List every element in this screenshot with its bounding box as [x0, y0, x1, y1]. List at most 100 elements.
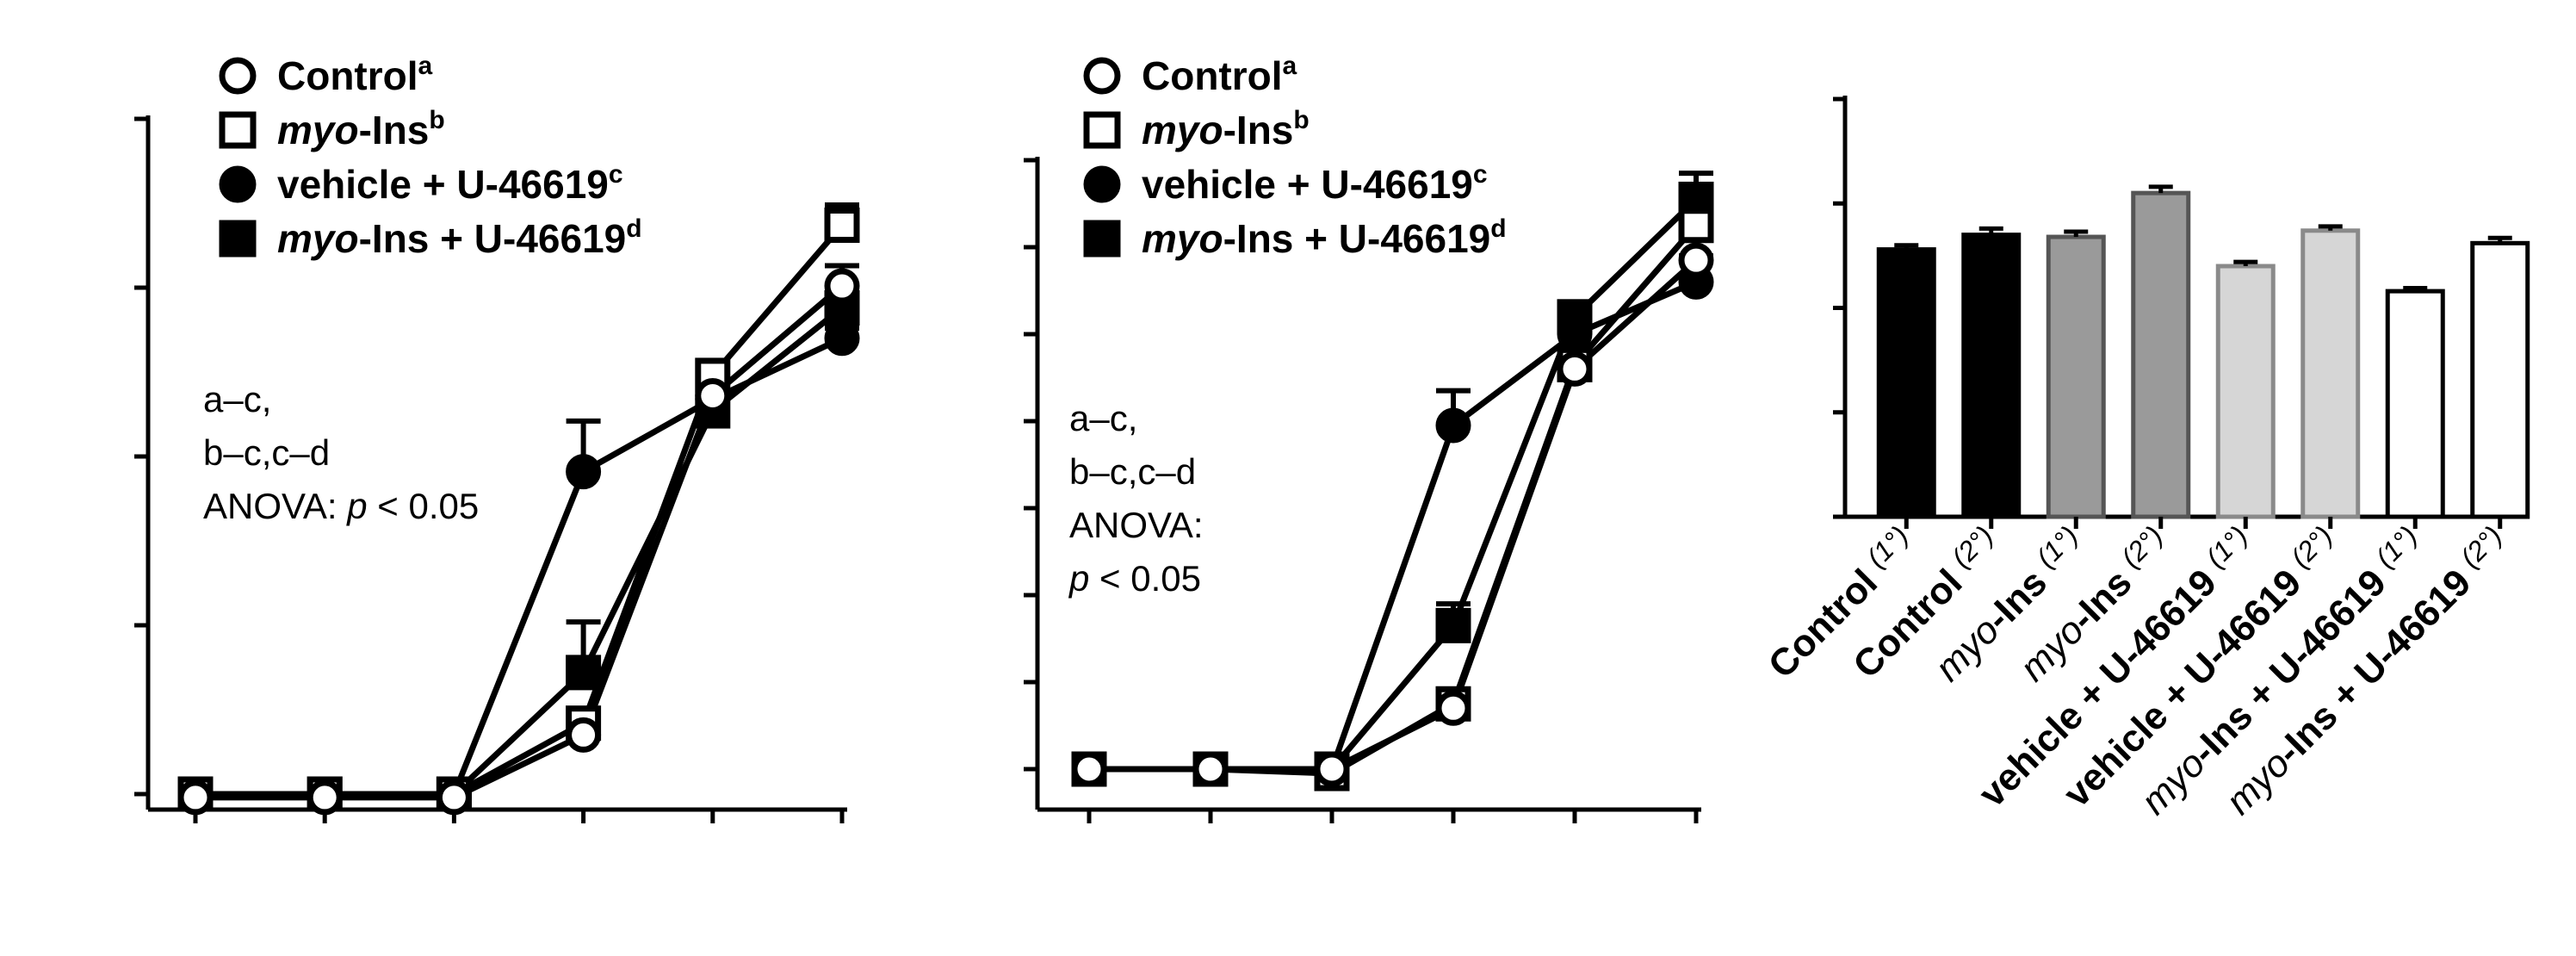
legend-name: vehicle + U-46619 — [277, 162, 609, 207]
data-point — [824, 320, 860, 357]
annotation-text: < 0.05 — [1089, 558, 1201, 599]
legend-entry: Controla — [1142, 52, 1297, 98]
legend-superscript: b — [1293, 106, 1309, 134]
legend-marker — [219, 220, 257, 258]
legend-name: -Ins + U-46619 — [1223, 216, 1491, 261]
annotation-line: a–c, — [1069, 398, 1137, 438]
data-point — [1435, 407, 1471, 444]
legend-superscript: c — [1473, 160, 1488, 189]
legend-marker — [1083, 165, 1121, 203]
series-line — [195, 305, 845, 798]
legend-name-italic: myo — [277, 108, 359, 152]
bar-group — [1961, 226, 2022, 529]
annotation-text: b–c,c–d — [1069, 451, 1196, 492]
series-line — [195, 283, 845, 801]
annotation-text: ANOVA: — [1069, 505, 1204, 545]
legend-entry: myo-Ins + U-46619d — [1142, 214, 1507, 261]
legend-name: Control — [277, 53, 418, 98]
legend-marker — [219, 57, 257, 95]
annotation-line: ANOVA: — [1069, 505, 1204, 545]
data-point — [1678, 242, 1714, 278]
legend-marker — [1083, 57, 1121, 95]
annotation-text: a–c, — [203, 379, 271, 419]
data-point — [177, 779, 214, 816]
legend-entry: vehicle + U-46619c — [1142, 160, 1488, 207]
legend-superscript: a — [1283, 52, 1297, 80]
series-1 — [195, 263, 859, 801]
legend-superscript: a — [418, 52, 433, 80]
legend-entry: myo-Insb — [277, 106, 445, 152]
data-point — [824, 268, 860, 304]
bar-group — [2131, 184, 2191, 529]
legend-marker — [219, 165, 257, 203]
bar — [1961, 233, 2022, 519]
annotation-text: < 0.05 — [368, 486, 480, 526]
annotation-text: a–c, — [1069, 398, 1137, 438]
data-point — [307, 779, 343, 816]
bar — [2046, 234, 2106, 519]
series-line — [1089, 196, 1699, 773]
legend-name-italic: myo — [277, 216, 359, 261]
legend-superscript: b — [429, 106, 444, 134]
bar — [2215, 264, 2276, 519]
legend-marker — [1083, 111, 1121, 149]
bar-group — [1876, 243, 1936, 529]
legend-entry: Controla — [277, 52, 433, 98]
bar — [2470, 240, 2530, 519]
data-point — [1435, 690, 1471, 726]
annotation-text: p — [345, 486, 367, 526]
data-point — [1314, 751, 1350, 787]
legend-marker — [219, 111, 257, 149]
annotation-line: b–c,c–d — [203, 432, 330, 473]
data-point — [1557, 351, 1593, 387]
data-point — [1435, 607, 1471, 643]
annotation-line: p < 0.05 — [1068, 558, 1201, 599]
annotation-text: ANOVA: — [203, 486, 347, 526]
legend-entry: myo-Ins + U-46619d — [277, 214, 642, 261]
bar-group — [2215, 259, 2276, 529]
legend-superscript: d — [1490, 214, 1506, 243]
bar — [1876, 247, 1936, 519]
legend-name: -Ins — [359, 108, 430, 152]
annotation-line: b–c,c–d — [1069, 451, 1196, 492]
legend-name-italic: myo — [1142, 108, 1223, 152]
data-point — [1678, 208, 1714, 244]
legend-superscript: c — [609, 160, 623, 189]
bar-group — [2470, 235, 2530, 529]
legend-name: vehicle + U-46619 — [1142, 162, 1473, 207]
data-point — [436, 779, 472, 816]
series-line — [1089, 223, 1699, 777]
data-point — [1192, 751, 1229, 787]
series-4 — [195, 288, 859, 798]
bar-group — [2300, 224, 2361, 529]
data-point — [566, 717, 602, 753]
annotation-text: b–c,c–d — [203, 432, 330, 473]
data-point — [695, 377, 731, 413]
bar-group — [2385, 285, 2445, 529]
bar — [2131, 190, 2191, 519]
legend-entry: vehicle + U-46619c — [277, 160, 623, 207]
data-point — [566, 454, 602, 490]
legend-superscript: d — [626, 214, 641, 243]
annotation-line: a–c, — [203, 379, 271, 419]
annotation-text: p — [1068, 558, 1089, 599]
bar — [2300, 228, 2361, 519]
data-point — [1071, 751, 1107, 787]
legend-name: -Ins + U-46619 — [359, 216, 627, 261]
series-line — [195, 335, 844, 798]
legend-name: -Ins — [1223, 108, 1294, 152]
legend-name-italic: myo — [1142, 216, 1223, 261]
stats-annotation: a–c, b–c,c–d ANOVA: p < 0.05 — [1068, 398, 1204, 599]
legend-entry: myo-Insb — [1142, 106, 1310, 152]
stats-annotation: a–c, b–c,c–d ANOVA: p < 0.05 — [203, 379, 479, 526]
data-point — [824, 207, 860, 243]
annotation-line: ANOVA: p < 0.05 — [203, 486, 479, 526]
legend-marker — [1083, 220, 1121, 258]
data-point — [566, 655, 602, 691]
bar-group — [2046, 229, 2106, 529]
data-point — [1557, 316, 1593, 352]
